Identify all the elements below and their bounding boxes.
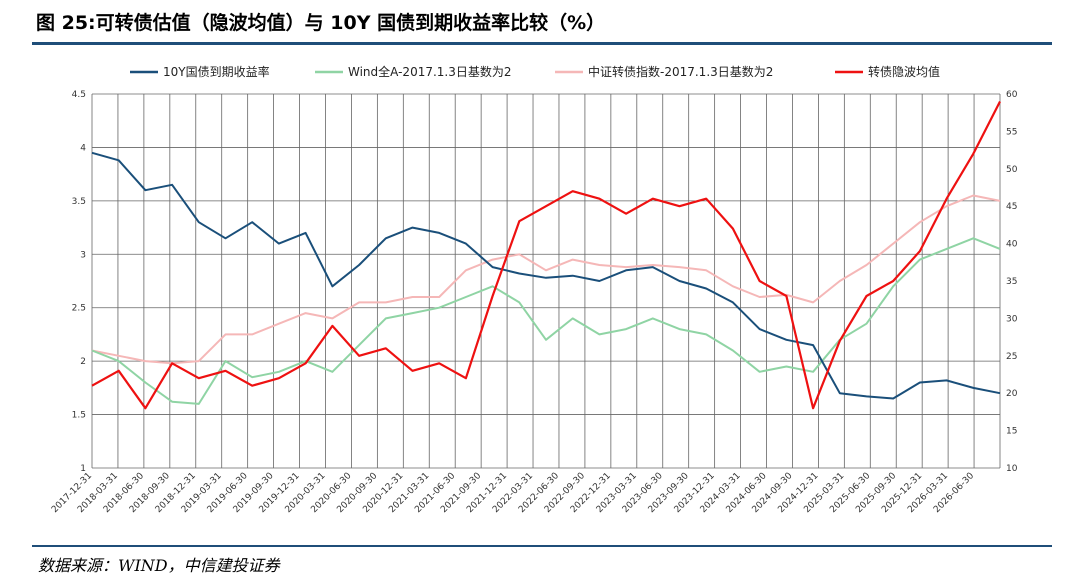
legend-label: 10Y国债到期收益率 <box>163 64 270 79</box>
footer-rule <box>32 545 1052 547</box>
y-right-tick-label: 45 <box>1006 202 1017 212</box>
y-left-tick-label: 3 <box>80 250 86 260</box>
y-right-tick-label: 35 <box>1006 277 1017 287</box>
y-right-tick-label: 55 <box>1006 127 1017 137</box>
legend-label: Wind全A-2017.1.3日基数为2 <box>348 64 512 79</box>
y-right-tick-label: 50 <box>1006 165 1018 175</box>
y-left-tick-label: 1.5 <box>72 411 86 421</box>
source-note: 数据来源：WIND，中信建投证券 <box>38 556 280 575</box>
y-left-tick-label: 1 <box>80 464 86 474</box>
y-left-tick-label: 2.5 <box>72 304 86 314</box>
y-right-tick-label: 10 <box>1006 464 1018 474</box>
y-right-tick-label: 40 <box>1006 240 1018 250</box>
title-rule <box>32 42 1052 45</box>
chart: 11.522.533.544.5101520253035404550556020… <box>50 64 1018 515</box>
y-left-tick-label: 2 <box>80 357 86 367</box>
y-left-tick-label: 4.5 <box>72 90 86 100</box>
series-line-2 <box>91 194 1001 365</box>
series-line-1 <box>91 237 1001 405</box>
y-right-tick-label: 60 <box>1006 90 1018 100</box>
y-left-tick-label: 3.5 <box>72 197 86 207</box>
y-right-tick-label: 15 <box>1006 427 1017 437</box>
chart-title: 图 25:可转债估值（隐波均值）与 10Y 国债到期收益率比较（%） <box>36 12 606 34</box>
legend-label: 中证转债指数-2017.1.3日基数为2 <box>588 64 773 79</box>
y-right-tick-label: 20 <box>1006 389 1018 399</box>
y-right-tick-label: 30 <box>1006 314 1018 324</box>
series-line-0 <box>91 151 1001 400</box>
series-line-3 <box>91 100 1001 410</box>
y-left-tick-label: 4 <box>80 143 86 153</box>
legend-label: 转债隐波均值 <box>868 64 940 79</box>
y-right-tick-label: 25 <box>1006 352 1017 362</box>
